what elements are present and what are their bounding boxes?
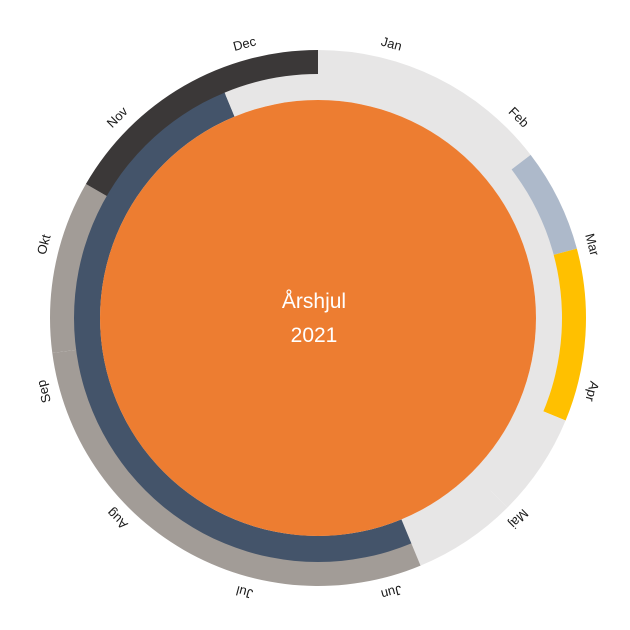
outer-ring-segment-5	[410, 489, 508, 566]
center-year: 2021	[291, 324, 338, 347]
month-label-maj: Maj	[506, 506, 531, 531]
outer-ring-segment-7	[50, 318, 79, 353]
inner-ring-segment-3	[224, 74, 318, 117]
month-label-sep: Sep	[33, 378, 53, 404]
month-label-aug: Aug	[104, 505, 131, 532]
center-disc	[100, 100, 536, 536]
inner-ring	[73, 74, 562, 562]
outer-ring-segment-2	[509, 154, 577, 256]
month-label-apr: Apr	[582, 380, 602, 404]
month-label-mar: Mar	[582, 232, 602, 258]
outer-ring-segment-4	[489, 410, 566, 508]
outer-ring-segment-8	[50, 184, 109, 318]
month-label-nov: Nov	[104, 103, 131, 130]
month-label-jun: Jun	[379, 582, 403, 602]
month-label-dec: Dec	[231, 33, 258, 54]
month-label-okt: Okt	[34, 232, 54, 256]
outer-ring-segment-9	[85, 49, 319, 198]
center-title: Årshjul	[282, 290, 346, 313]
month-label-jan: Jan	[379, 34, 403, 54]
month-label-jul: Jul	[234, 583, 254, 602]
inner-ring-segment-1	[318, 74, 562, 544]
month-label-feb: Feb	[506, 104, 532, 130]
